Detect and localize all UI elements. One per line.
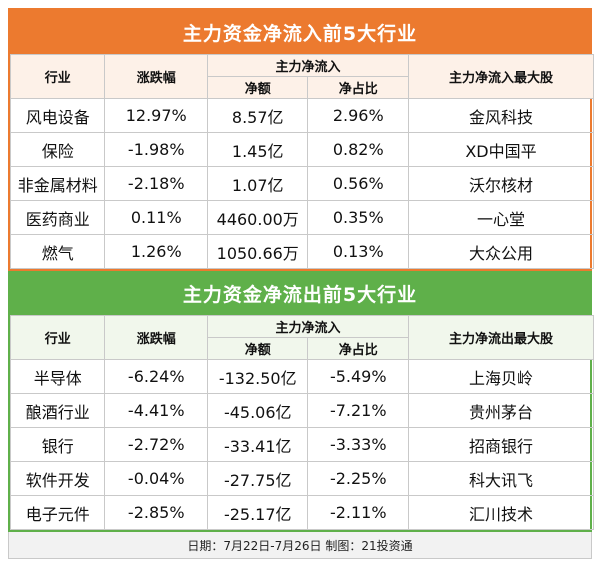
cell-change: 0.11%	[104, 200, 208, 235]
inflow-section: 主力资金净流入前5大行业 行业 涨跌幅 主力净流入 主力净流入最大股 净额 净占…	[8, 8, 594, 271]
cell-ratio: 0.56%	[307, 166, 409, 201]
cell-ratio: -7.21%	[307, 393, 409, 428]
cell-industry: 银行	[9, 427, 106, 462]
header-industry: 行业	[9, 54, 106, 99]
table-row: 软件开发 -0.04% -27.75亿 -2.25% 科大讯飞	[9, 461, 594, 496]
footer-note: 日期：7月22日-7月26日 制图：21投资通	[8, 532, 592, 559]
cell-ratio: -5.49%	[307, 359, 409, 394]
header-top-stock: 主力净流入最大股	[408, 54, 594, 99]
header-change: 涨跌幅	[104, 54, 208, 99]
cell-ratio: 0.13%	[307, 234, 409, 269]
cell-ratio: 2.96%	[307, 98, 409, 133]
cell-amount: 1050.66万	[206, 234, 309, 269]
header-ratio: 净占比	[307, 337, 409, 360]
cell-industry: 电子元件	[9, 495, 106, 530]
outflow-section: 主力资金净流出前5大行业 行业 涨跌幅 主力净流入 主力净流出最大股 净额 净占…	[8, 271, 594, 532]
table-row: 燃气 1.26% 1050.66万 0.13% 大众公用	[9, 234, 594, 269]
table-row: 半导体 -6.24% -132.50亿 -5.49% 上海贝岭	[9, 359, 594, 394]
cell-ratio: 0.35%	[307, 200, 409, 235]
cell-change: -1.98%	[104, 132, 208, 167]
cell-top-stock: 上海贝岭	[408, 359, 594, 394]
cell-change: -6.24%	[104, 359, 208, 394]
inflow-table: 行业 涨跌幅 主力净流入 主力净流入最大股 净额 净占比 风电设备 12.97%…	[9, 54, 594, 269]
cell-amount: -45.06亿	[206, 393, 309, 428]
header-group: 主力净流入	[206, 315, 410, 338]
header-ratio: 净占比	[307, 76, 409, 99]
outflow-title: 主力资金净流出前5大行业	[10, 271, 590, 315]
cell-top-stock: 汇川技术	[408, 495, 594, 530]
cell-top-stock: 大众公用	[408, 234, 594, 269]
cell-amount: 4460.00万	[206, 200, 309, 235]
cell-change: -2.72%	[104, 427, 208, 462]
cell-ratio: 0.82%	[307, 132, 409, 167]
inflow-title: 主力资金净流入前5大行业	[10, 10, 590, 54]
outflow-table: 行业 涨跌幅 主力净流入 主力净流出最大股 净额 净占比 半导体 -6.24% …	[9, 315, 594, 530]
cell-change: 12.97%	[104, 98, 208, 133]
table-row: 银行 -2.72% -33.41亿 -3.33% 招商银行	[9, 427, 594, 462]
cell-ratio: -3.33%	[307, 427, 409, 462]
cell-top-stock: 沃尔核材	[408, 166, 594, 201]
header-amount: 净额	[206, 337, 309, 360]
cell-amount: 1.07亿	[206, 166, 309, 201]
cell-industry: 非金属材料	[9, 166, 106, 201]
table-row: 电子元件 -2.85% -25.17亿 -2.11% 汇川技术	[9, 495, 594, 530]
cell-top-stock: 科大讯飞	[408, 461, 594, 496]
header-industry: 行业	[9, 315, 106, 360]
cell-industry: 医药商业	[9, 200, 106, 235]
cell-top-stock: 贵州茅台	[408, 393, 594, 428]
cell-amount: 8.57亿	[206, 98, 309, 133]
cell-amount: -27.75亿	[206, 461, 309, 496]
cell-change: -2.18%	[104, 166, 208, 201]
table-row: 保险 -1.98% 1.45亿 0.82% XD中国平	[9, 132, 594, 167]
cell-ratio: -2.11%	[307, 495, 409, 530]
header-change: 涨跌幅	[104, 315, 208, 360]
cell-industry: 燃气	[9, 234, 106, 269]
cell-industry: 风电设备	[9, 98, 106, 133]
cell-industry: 酿酒行业	[9, 393, 106, 428]
cell-change: 1.26%	[104, 234, 208, 269]
header-amount: 净额	[206, 76, 309, 99]
cell-industry: 保险	[9, 132, 106, 167]
cell-top-stock: XD中国平	[408, 132, 594, 167]
cell-change: -2.85%	[104, 495, 208, 530]
cell-amount: -33.41亿	[206, 427, 309, 462]
table-row: 非金属材料 -2.18% 1.07亿 0.56% 沃尔核材	[9, 166, 594, 201]
cell-top-stock: 一心堂	[408, 200, 594, 235]
header-group: 主力净流入	[206, 54, 410, 77]
cell-top-stock: 招商银行	[408, 427, 594, 462]
cell-change: -0.04%	[104, 461, 208, 496]
cell-top-stock: 金风科技	[408, 98, 594, 133]
cell-industry: 半导体	[9, 359, 106, 394]
cell-ratio: -2.25%	[307, 461, 409, 496]
cell-industry: 软件开发	[9, 461, 106, 496]
cell-amount: -25.17亿	[206, 495, 309, 530]
header-top-stock: 主力净流出最大股	[408, 315, 594, 360]
cell-change: -4.41%	[104, 393, 208, 428]
cell-amount: -132.50亿	[206, 359, 309, 394]
cell-amount: 1.45亿	[206, 132, 309, 167]
table-row: 酿酒行业 -4.41% -45.06亿 -7.21% 贵州茅台	[9, 393, 594, 428]
table-row: 医药商业 0.11% 4460.00万 0.35% 一心堂	[9, 200, 594, 235]
capital-flow-report: 主力资金净流入前5大行业 行业 涨跌幅 主力净流入 主力净流入最大股 净额 净占…	[8, 8, 594, 563]
table-row: 风电设备 12.97% 8.57亿 2.96% 金风科技	[9, 98, 594, 133]
